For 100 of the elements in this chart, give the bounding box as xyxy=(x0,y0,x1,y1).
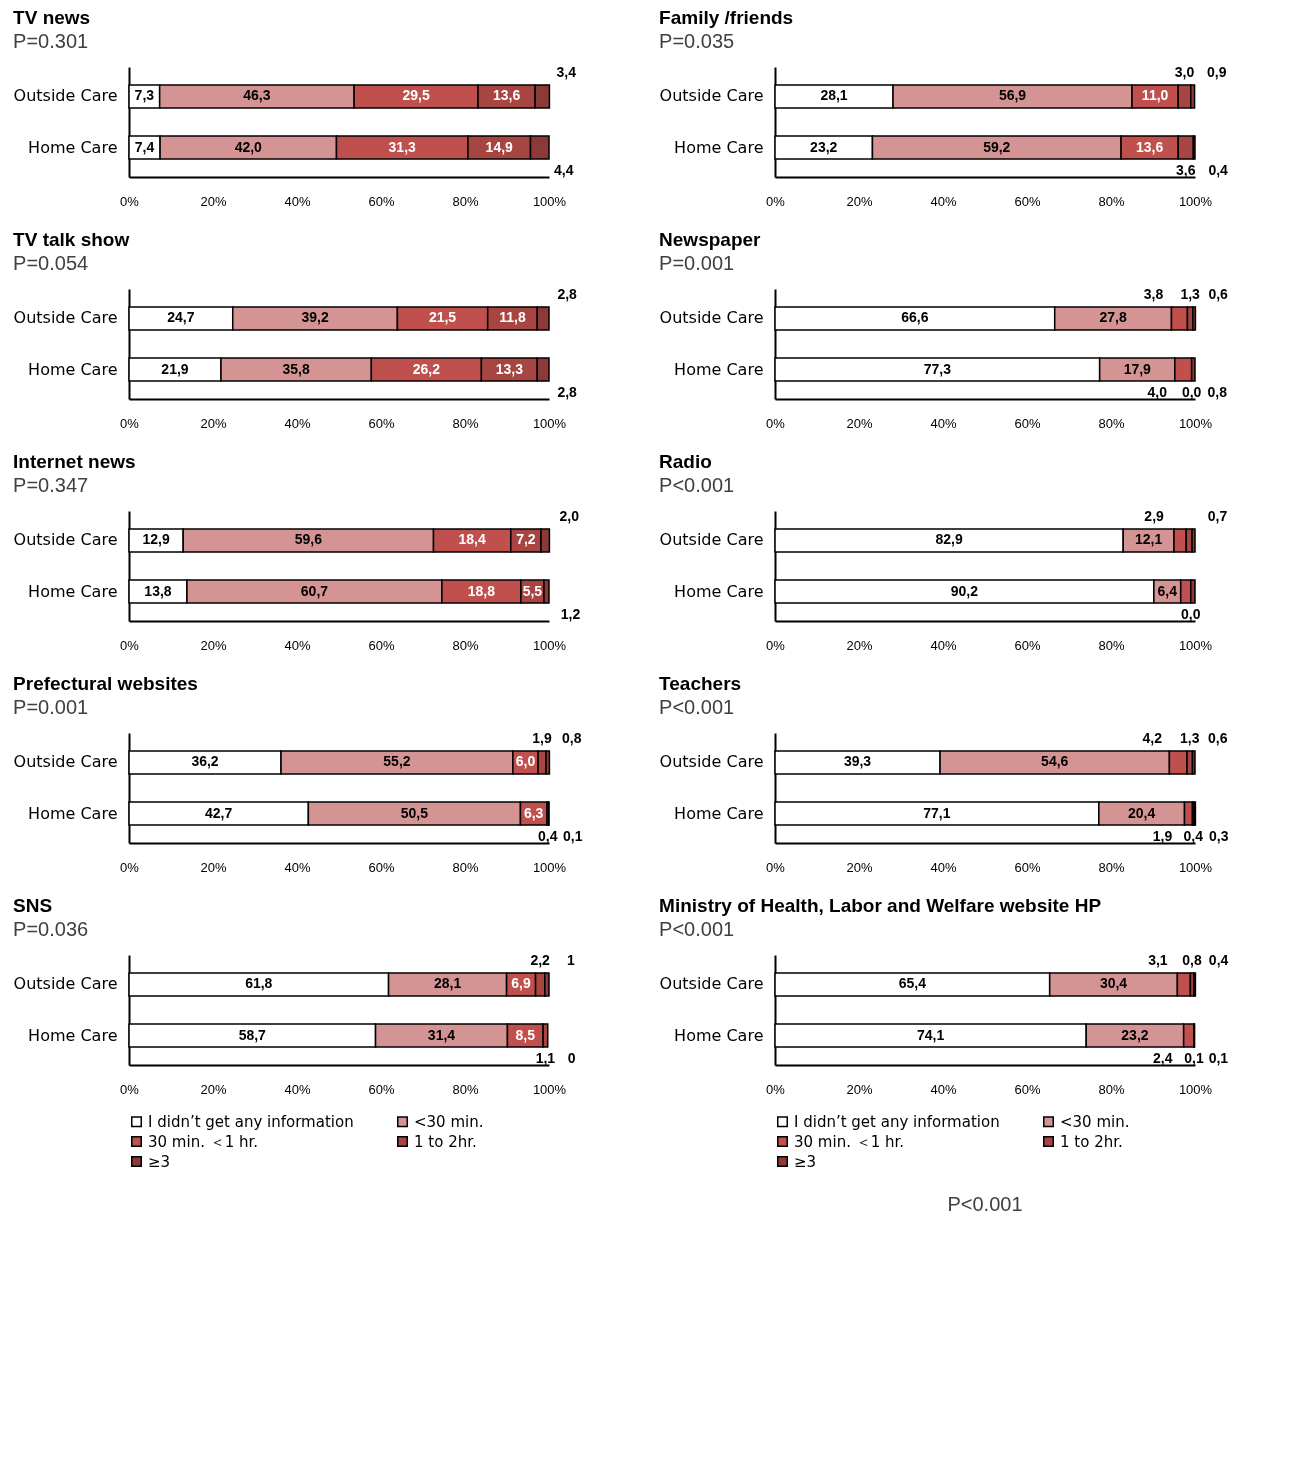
data-label: 65,4 xyxy=(898,975,927,992)
legend-label: 1 to 2hr. xyxy=(414,1132,477,1151)
data-label: 14,9 xyxy=(485,138,514,155)
data-label: 2,8 xyxy=(557,383,578,400)
x-tick-label: 20% xyxy=(846,415,873,431)
data-label: 31,3 xyxy=(388,138,417,155)
data-label: 6,3 xyxy=(523,804,544,821)
y-tick-label: Outside Care xyxy=(13,86,118,106)
chart-title: Prefectural websites xyxy=(13,673,198,695)
x-tick-label: 0% xyxy=(766,859,786,875)
x-tick-label: 40% xyxy=(284,637,311,653)
y-tick-label: Outside Care xyxy=(13,308,118,328)
x-tick-label: 40% xyxy=(930,193,957,209)
data-label: 23,2 xyxy=(1121,1026,1149,1043)
text: P<0.001 xyxy=(947,1193,1023,1215)
data-label: 82,9 xyxy=(935,531,963,548)
data-label: 0,4 xyxy=(1183,827,1204,844)
data-label: 3,4 xyxy=(556,64,577,81)
data-label: 54,6 xyxy=(1041,753,1069,770)
data-label: 6,0 xyxy=(515,753,536,770)
data-label: 1,3 xyxy=(1180,730,1200,747)
x-tick-label: 80% xyxy=(1098,637,1125,653)
data-label: 7,4 xyxy=(134,138,155,155)
data-label: 11,8 xyxy=(499,309,526,326)
data-label: 39,2 xyxy=(301,309,329,326)
x-tick-label: 20% xyxy=(846,1081,873,1097)
x-tick-label: 80% xyxy=(452,637,479,653)
y-tick-label: Outside Care xyxy=(659,86,764,106)
data-label: 0,0 xyxy=(1181,383,1202,400)
x-tick-label: 100% xyxy=(532,859,567,875)
data-label: 4,4 xyxy=(554,161,574,178)
data-label: 3,0 xyxy=(1174,64,1195,81)
data-label: 0,6 xyxy=(1208,730,1228,747)
data-label: 24,7 xyxy=(167,309,195,326)
legend-label: ≥3 xyxy=(794,1152,817,1171)
x-tick-label: 60% xyxy=(368,415,395,431)
data-label: 12,1 xyxy=(1134,531,1163,548)
data-label: 0 xyxy=(567,1049,576,1066)
x-tick-label: 0% xyxy=(766,637,786,653)
x-tick-label: 60% xyxy=(368,637,395,653)
data-label: 2,8 xyxy=(557,286,578,303)
data-label: 58,7 xyxy=(238,1026,267,1043)
data-label: 1,9 xyxy=(1152,827,1173,844)
y-tick-label: Home Care xyxy=(28,803,118,823)
legend-label: <30 min. xyxy=(1060,1112,1130,1131)
x-tick-label: 40% xyxy=(284,1081,311,1097)
data-label: 0,8 xyxy=(1207,383,1228,400)
x-tick-label: 80% xyxy=(452,415,479,431)
y-tick-label: Home Care xyxy=(674,1025,764,1045)
data-label: 59,6 xyxy=(294,531,323,548)
data-label: 28,1 xyxy=(433,975,462,992)
data-label: 17,9 xyxy=(1123,360,1152,377)
legend-label: I didn’t get any information xyxy=(794,1112,1000,1131)
x-tick-label: 100% xyxy=(1178,637,1213,653)
chart-subtitle: P=0.001 xyxy=(13,696,89,719)
x-tick-label: 0% xyxy=(766,415,786,431)
chart-title: Internet news xyxy=(13,451,136,473)
x-tick-label: 80% xyxy=(1098,415,1125,431)
data-label: 13,8 xyxy=(144,582,172,599)
data-label: 3,1 xyxy=(1148,952,1168,969)
y-tick-label: Home Care xyxy=(28,359,118,379)
data-label: 30,4 xyxy=(1099,975,1128,992)
data-label: 46,3 xyxy=(243,87,271,104)
data-label: 0,7 xyxy=(1207,508,1228,525)
data-label: 1,3 xyxy=(1180,286,1201,303)
x-tick-label: 100% xyxy=(532,415,567,431)
x-tick-label: 0% xyxy=(120,859,140,875)
x-tick-label: 0% xyxy=(120,415,140,431)
x-tick-label: 20% xyxy=(200,193,227,209)
y-tick-label: Home Care xyxy=(674,137,764,157)
chart-title: Newspaper xyxy=(659,229,762,251)
data-label: 35,8 xyxy=(282,360,310,377)
data-label: 23,2 xyxy=(810,138,838,155)
data-label: 1,2 xyxy=(560,605,581,622)
data-label: 29,5 xyxy=(402,87,430,104)
y-tick-label: Home Care xyxy=(674,581,764,601)
data-label: 0,4 xyxy=(1208,952,1229,969)
data-label: 4,2 xyxy=(1142,730,1163,747)
data-label: 36,2 xyxy=(191,753,219,770)
data-label: 61,8 xyxy=(245,975,273,992)
data-label: 0,0 xyxy=(1181,605,1201,622)
chart-title: TV talk show xyxy=(13,229,130,251)
data-label: 21,9 xyxy=(161,360,189,377)
data-label: 50,5 xyxy=(400,804,429,821)
x-tick-label: 40% xyxy=(284,193,311,209)
data-label: 31,4 xyxy=(427,1026,456,1043)
y-tick-label: Outside Care xyxy=(659,752,764,772)
x-tick-label: 100% xyxy=(1178,1081,1213,1097)
chart-title: TV news xyxy=(13,7,91,29)
x-tick-label: 20% xyxy=(200,415,227,431)
y-tick-label: Home Care xyxy=(28,1025,118,1045)
legend-label: 30 min. ＜1 hr. xyxy=(794,1132,905,1151)
data-label: 2,4 xyxy=(1152,1049,1173,1066)
chart-title: Radio xyxy=(659,451,712,473)
data-label: 0,6 xyxy=(1208,286,1229,303)
data-label: 55,2 xyxy=(383,753,411,770)
chart-title: SNS xyxy=(13,895,53,917)
data-label: 0,1 xyxy=(563,827,583,844)
data-label: 7,2 xyxy=(516,531,536,548)
x-tick-label: 100% xyxy=(1178,859,1213,875)
